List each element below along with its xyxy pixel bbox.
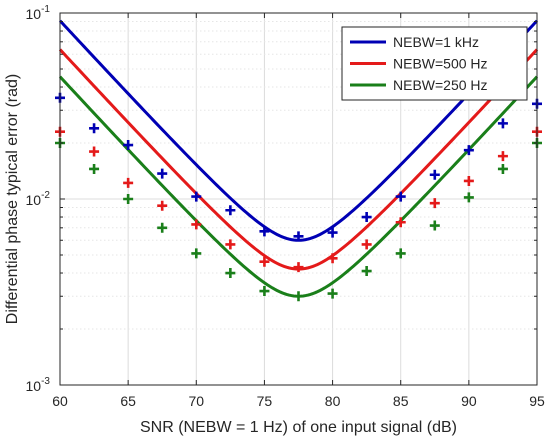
y-tick-label: 10-3 [26, 376, 51, 394]
x-tick-label: 65 [120, 393, 136, 409]
marker-series-2 [225, 239, 236, 250]
legend-label-series-2: NEBW=500 Hz [393, 56, 488, 72]
marker-series-3 [89, 163, 100, 174]
x-tick-label: 75 [257, 393, 273, 409]
marker-series-3 [497, 163, 508, 174]
marker-series-2 [293, 262, 304, 273]
marker-series-3 [395, 248, 406, 259]
marker-series-3 [225, 268, 236, 279]
marker-series-3 [327, 288, 338, 299]
marker-series-1 [429, 169, 440, 180]
x-tick-labels: 60 65 70 75 80 85 90 95 [52, 393, 545, 409]
marker-series-3 [191, 248, 202, 259]
marker-series-1 [327, 227, 338, 238]
marker-series-2 [157, 200, 168, 211]
marker-series-1 [123, 140, 134, 151]
marker-series-2 [463, 175, 474, 186]
marker-series-2 [395, 217, 406, 228]
marker-series-3 [157, 222, 168, 233]
marker-series-2 [191, 219, 202, 230]
marker-series-3 [361, 266, 372, 277]
marker-series-3 [259, 286, 270, 297]
marker-series-1 [89, 123, 100, 134]
x-axis-label: SNR (NEBW = 1 Hz) of one input signal (d… [140, 419, 457, 436]
marker-series-3 [463, 192, 474, 203]
legend-label-series-3: NEBW=250 Hz [393, 77, 488, 93]
marker-series-1 [293, 231, 304, 242]
marker-series-3 [293, 291, 304, 302]
marker-series-2 [89, 146, 100, 157]
marker-series-1 [191, 191, 202, 202]
legend: NEBW=1 kHz NEBW=500 Hz NEBW=250 Hz [341, 26, 528, 101]
x-tick-label: 85 [393, 393, 409, 409]
marker-series-2 [429, 198, 440, 209]
marker-series-2 [259, 256, 270, 267]
marker-series-1 [497, 118, 508, 129]
legend-label-series-1: NEBW=1 kHz [393, 34, 479, 50]
marker-series-1 [157, 168, 168, 179]
marker-series-1 [259, 226, 270, 237]
marker-series-2 [123, 177, 134, 188]
axis-ticks [59, 12, 538, 386]
x-tick-label: 90 [461, 393, 477, 409]
x-tick-label: 70 [188, 393, 204, 409]
marker-series-1 [463, 145, 474, 156]
marker-series-1 [225, 205, 236, 216]
marker-series-2 [361, 239, 372, 250]
marker-series-2 [497, 151, 508, 162]
y-tick-label: 10-1 [26, 4, 51, 22]
x-tick-label: 95 [529, 393, 545, 409]
y-tick-labels: 10-3 10-2 10-1 [26, 4, 51, 394]
y-axis-label: Differential phase typical error (rad) [4, 74, 21, 324]
marker-series-1 [395, 191, 406, 202]
x-tick-label: 80 [325, 393, 341, 409]
marker-series-2 [327, 253, 338, 264]
y-tick-label: 10-2 [26, 190, 51, 208]
marker-series-1 [361, 212, 372, 223]
marker-series-3 [429, 220, 440, 231]
x-tick-label: 60 [52, 393, 68, 409]
marker-series-3 [123, 194, 134, 204]
